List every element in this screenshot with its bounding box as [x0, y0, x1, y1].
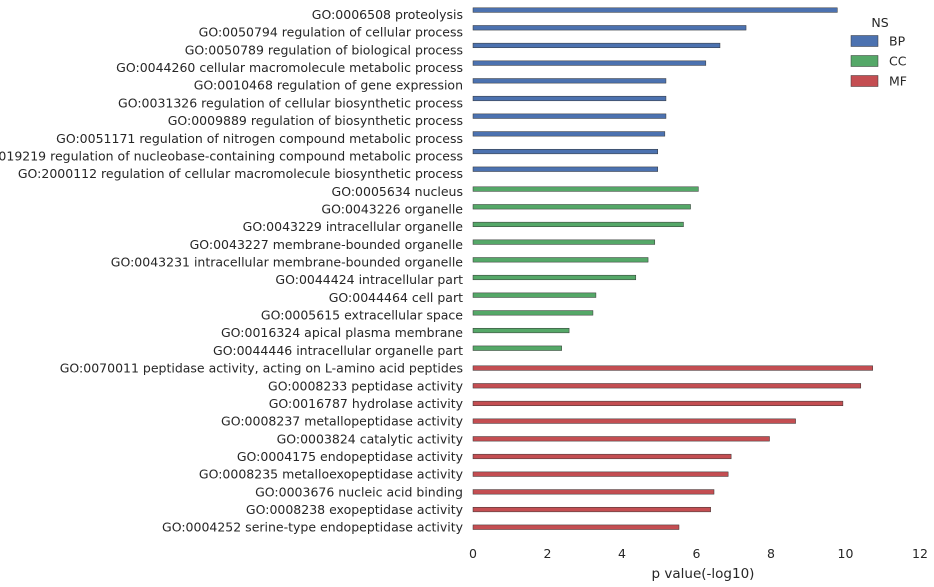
bar-cc [472, 310, 594, 316]
category-label: GO:0044446 intracellular organelle part [213, 343, 463, 358]
bar-cc [472, 274, 637, 281]
legend-label-cc: CC [889, 54, 907, 69]
bar-mf [472, 418, 796, 424]
category-label: GO:0016324 apical plasma membrane [221, 325, 463, 340]
x-tick-label: 0 [469, 546, 477, 561]
bar-bp [472, 95, 667, 102]
category-label: GO:0050789 regulation of biological proc… [185, 42, 463, 57]
category-label: GO:0031326 regulation of cellular biosyn… [118, 95, 463, 110]
bar-cc [472, 239, 656, 245]
legend: NS BP CC MF [850, 15, 907, 89]
bar-cc [472, 327, 570, 334]
legend-label-bp: BP [889, 34, 906, 49]
category-label: GO:0004252 serine-type endopeptidase act… [162, 520, 464, 535]
category-label: GO:0043226 organelle [321, 201, 463, 216]
category-label: GO:0043229 intracellular organelle [243, 219, 464, 234]
category-label: GO:0044464 cell part [329, 290, 463, 305]
x-axis-ticks: 0 2 4 6 8 10 12 [469, 546, 928, 561]
bar-mf [472, 436, 770, 442]
bar-bp [472, 166, 659, 172]
x-tick-label: 12 [912, 546, 928, 561]
bar-cc [472, 257, 649, 263]
category-label: GO:0010468 regulation of gene expression [194, 78, 463, 93]
bar-mf [472, 400, 844, 407]
x-tick-label: 4 [618, 546, 626, 561]
bar-mf [472, 506, 711, 513]
category-labels: GO:0006508 proteolysis GO:0050794 regulat… [0, 7, 464, 535]
legend-swatch-bp [850, 35, 879, 47]
category-label: GO:0044260 cellular macromolecule metabo… [116, 60, 463, 75]
category-label: GO:0008233 peptidase activity [268, 378, 464, 393]
category-label: GO:0016787 hydrolase activity [269, 396, 464, 411]
bar-bp [472, 131, 666, 137]
bar-mf [472, 471, 729, 477]
bar-cc [472, 186, 699, 192]
category-label: GO:0050794 regulation of cellular proces… [199, 25, 463, 40]
category-label: GO:0003676 nucleic acid binding [255, 484, 463, 499]
bar-mf [472, 453, 732, 460]
bar-bp [472, 148, 659, 155]
bar-bp [472, 113, 667, 119]
bar-bp [472, 78, 667, 84]
category-label: GO:0044424 intracellular part [275, 272, 463, 287]
category-label: GO:2000112 regulation of cellular macrom… [18, 166, 463, 181]
legend-label-mf: MF [889, 74, 907, 89]
category-label: GO:0043227 membrane-bounded organelle [190, 237, 464, 252]
category-label: GO:0043231 intracellular membrane-bounde… [111, 255, 464, 270]
x-tick-label: 2 [544, 546, 552, 561]
category-label: GO:0019219 regulation of nucleobase-cont… [0, 148, 463, 163]
x-axis-label: p value(-log10) [652, 566, 755, 582]
bar-bp [472, 42, 721, 49]
x-tick-label: 6 [693, 546, 701, 561]
bar-bp [472, 60, 707, 66]
legend-swatch-cc [850, 55, 879, 67]
legend-title: NS [871, 15, 888, 30]
category-label: GO:0005634 nucleus [332, 184, 463, 199]
category-label: GO:0006508 proteolysis [312, 7, 463, 22]
x-tick-label: 8 [767, 546, 775, 561]
bar-bp [472, 7, 838, 13]
legend-swatch-mf [850, 75, 879, 87]
category-label: GO:0008238 exopeptidase activity [246, 502, 464, 517]
category-label: GO:0008235 metalloexopeptidase activity [199, 467, 464, 482]
category-label: GO:0008237 metallopeptidase activity [221, 414, 464, 429]
category-label: GO:0005615 extracellular space [261, 308, 463, 323]
bar-mf [472, 524, 680, 530]
category-label: GO:0051171 regulation of nitrogen compou… [56, 131, 463, 146]
category-label: GO:0003824 catalytic activity [277, 431, 464, 446]
category-label: GO:0004175 endopeptidase activity [237, 449, 464, 464]
bar-mf [472, 489, 715, 495]
x-tick-label: 10 [838, 546, 854, 561]
bar-cc [472, 292, 597, 298]
bar-bp [472, 25, 747, 31]
bar-mf [472, 365, 873, 371]
bar-cc [472, 204, 691, 210]
bars-layer [472, 7, 873, 530]
bar-mf [472, 383, 862, 389]
category-label: GO:0070011 peptidase activity, acting on… [60, 361, 463, 376]
bar-cc [472, 345, 562, 351]
category-label: GO:0009889 regulation of biosynthetic pr… [168, 113, 463, 128]
bar-cc [472, 221, 684, 228]
